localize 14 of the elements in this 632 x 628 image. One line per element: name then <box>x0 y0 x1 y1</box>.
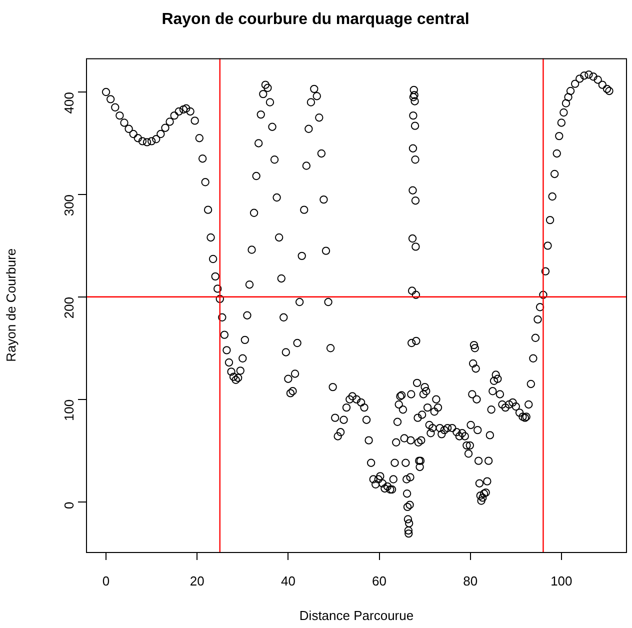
y-tick-label: 100 <box>62 399 77 422</box>
x-axis-title: Distance Parcourue <box>299 608 414 623</box>
x-tick-label: 40 <box>280 573 296 588</box>
x-tick-label: 80 <box>463 573 478 588</box>
y-tick-label: 400 <box>62 92 77 114</box>
x-tick-label: 100 <box>550 573 572 588</box>
y-tick-label: 200 <box>62 296 77 319</box>
x-tick-label: 0 <box>102 573 110 588</box>
chart-title: Rayon de courbure du marquage central <box>162 11 470 28</box>
x-tick-label: 20 <box>190 573 204 588</box>
x-tick-label: 60 <box>372 573 387 588</box>
y-tick-label: 0 <box>62 502 77 510</box>
y-tick-label: 300 <box>62 194 77 216</box>
y-axis-title: Rayon de Courbure <box>3 248 18 362</box>
